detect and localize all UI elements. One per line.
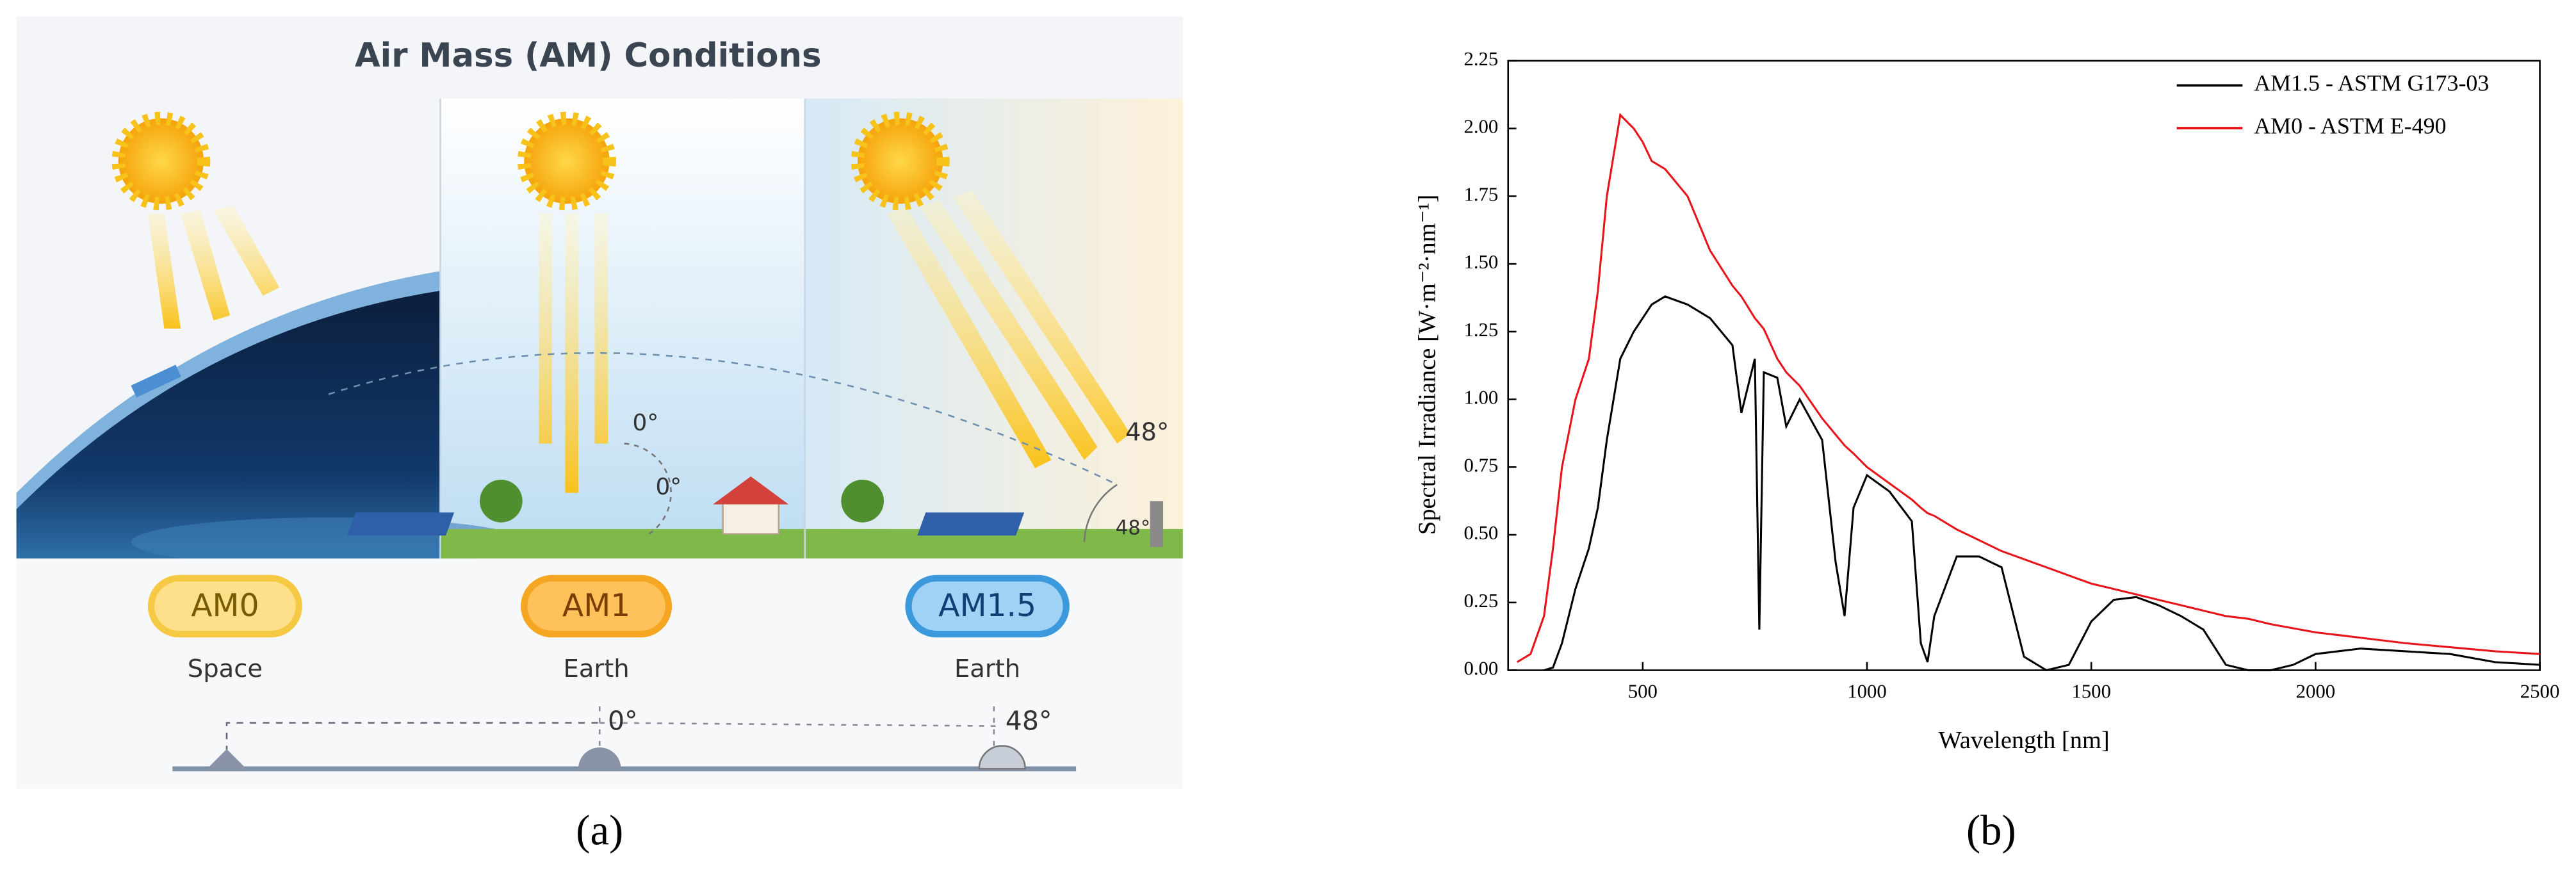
solar-panel — [917, 512, 1025, 536]
y-tick-label: 1.50 — [1463, 251, 1498, 273]
angle-label: 0° — [633, 410, 659, 436]
illustration: Air Mass (AM) Conditions AM0 AM1 AM1.5 S… — [16, 16, 1183, 789]
marker — [578, 747, 621, 769]
space — [16, 291, 441, 559]
series-line — [1544, 295, 2540, 672]
x-axis-label: Wavelength [nm] — [1939, 727, 2110, 754]
sun — [517, 111, 616, 211]
solar-panel — [347, 512, 455, 536]
badge-label: AM1 — [562, 588, 630, 624]
series-line — [1516, 113, 2540, 663]
satellite — [131, 364, 181, 398]
y-tick-label: 1.25 — [1463, 319, 1498, 341]
legend-label: AM1.5 - ASTM G173-03 — [2254, 70, 2489, 96]
tree — [479, 479, 523, 523]
sun-beam — [539, 213, 608, 493]
marker — [207, 749, 247, 769]
place-label: Earth — [564, 655, 630, 683]
y-tick-label: 0.50 — [1463, 522, 1498, 544]
plot-frame — [1507, 60, 2541, 671]
angle-label: 48° — [1125, 418, 1169, 447]
y-tick-label: 2.25 — [1463, 48, 1498, 70]
angle-label: 0° — [655, 474, 681, 500]
y-tick-label: 0.75 — [1463, 454, 1498, 476]
y-tick-label: 0.25 — [1463, 590, 1498, 612]
y-tick-label: 1.00 — [1463, 387, 1498, 409]
ground — [440, 528, 1183, 559]
badge — [521, 574, 673, 638]
sun-beam — [887, 190, 1130, 469]
y-tick-label: 2.00 — [1463, 116, 1498, 138]
sun-beam — [147, 205, 280, 329]
sun — [851, 111, 950, 211]
baseline-label: 0° — [608, 706, 638, 737]
x-tick-label: 1500 — [2071, 681, 2111, 703]
x-tick-label: 1000 — [1847, 681, 1887, 703]
sun — [111, 111, 211, 211]
spectrum-chart: Wavelength [nm] Spectral Irradiance [W·m… — [1414, 48, 2559, 754]
baseline-label: 48° — [1006, 706, 1052, 737]
sun-path — [328, 352, 1118, 485]
badge-label: AM0 — [191, 588, 259, 624]
y-tick-label: 1.75 — [1463, 183, 1498, 205]
angle-arc — [1083, 484, 1118, 542]
house-roof — [713, 476, 789, 505]
panel-label: (b) — [1966, 807, 2016, 854]
house — [722, 500, 780, 535]
angle-label: 48° — [1116, 516, 1151, 539]
badge-label: AM1.5 — [938, 588, 1036, 624]
place-label: Space — [188, 655, 263, 683]
tree — [841, 479, 884, 523]
angle-arc — [621, 443, 672, 535]
y-axis-label: Spectral Irradiance [W·m⁻²·nm⁻¹] — [1414, 195, 1440, 535]
x-tick-label: 2000 — [2296, 681, 2336, 703]
x-tick-label: 2500 — [2520, 681, 2560, 703]
badge — [147, 574, 302, 638]
panel-label: (a) — [576, 807, 623, 854]
y-tick-label: 0.00 — [1463, 658, 1498, 680]
x-tick-label: 500 — [1628, 681, 1658, 703]
illustration-title: Air Mass (AM) Conditions — [355, 37, 822, 75]
legend-label: AM0 - ASTM E-490 — [2254, 113, 2446, 138]
sensor — [1150, 501, 1164, 548]
marker — [978, 745, 1026, 770]
badge — [905, 574, 1070, 638]
place-label: Earth — [954, 655, 1020, 683]
